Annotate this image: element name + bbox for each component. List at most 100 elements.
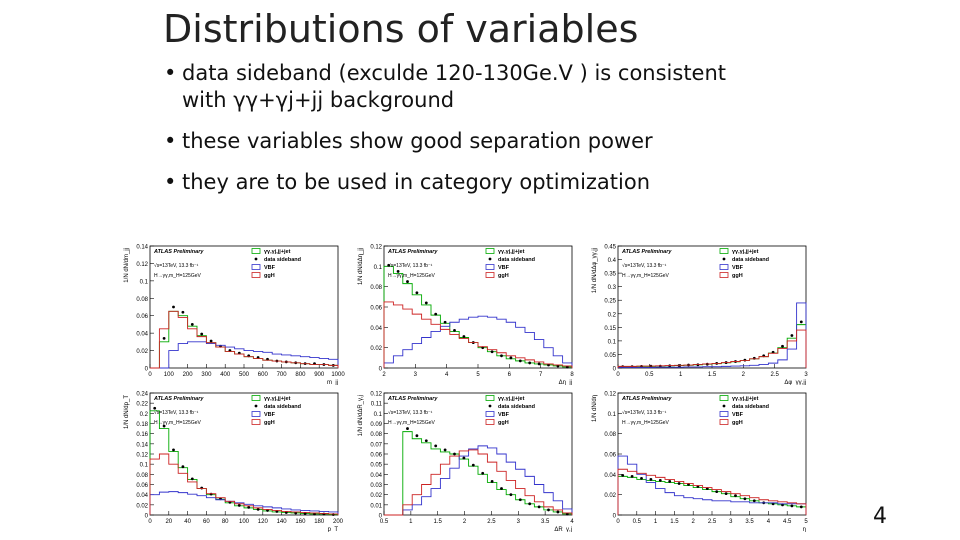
x-tick-label: 800	[295, 372, 306, 378]
y-tick-label: 0.04	[604, 473, 616, 479]
atlas-label: ATLAS Preliminary	[153, 396, 204, 402]
y-tick-label: 0.06	[136, 483, 148, 489]
data-point	[509, 356, 513, 360]
data-point	[181, 310, 185, 314]
x-tick-label: 8	[570, 372, 574, 378]
x-tick-label: 2.5	[708, 519, 717, 525]
data-point	[500, 354, 503, 358]
energy-label: √s=13TeV, 13.3 fb⁻¹	[622, 262, 667, 269]
legend-entry: data sideband	[498, 404, 535, 410]
legend-entry: VBF	[498, 265, 510, 271]
y-tick-label: 0.2	[140, 412, 149, 418]
y-tick-label: 0.04	[370, 326, 382, 332]
y-tick-label: 0.1	[374, 412, 383, 418]
data-point	[481, 471, 485, 475]
x-tick-label: 140	[277, 519, 288, 525]
plot-svg: 0 0.05 0.1 0.15 0.2 0.25 0.3 0.35 0.4 0.45 0 0.5 1 1.…	[592, 245, 808, 386]
plot-svg: 0 0.01 0.02 0.03 0.04 0.05 0.06 0.07 0.08 0.09 0.1…	[358, 392, 574, 533]
legend-entry: γγ,γj,jj+jet	[732, 396, 759, 402]
process-label: H→γγ,m_H=125GeV	[622, 420, 669, 426]
x-tick-label: 200	[333, 519, 344, 525]
data-point	[190, 323, 194, 326]
legend-entry: ggH	[264, 273, 275, 279]
y-tick-label: 0.05	[604, 353, 616, 359]
y-tick-label: 0.1	[608, 412, 617, 418]
energy-label: √s=13TeV, 13.3 fb⁻¹	[622, 409, 667, 416]
energy-label: √s=13TeV, 13.3 fb⁻¹	[388, 262, 433, 269]
legend-entry: VBF	[732, 265, 744, 271]
x-tick-label: 500	[239, 372, 250, 378]
x-tick-label: 0	[148, 372, 152, 378]
y-tick-label: 0.12	[370, 392, 382, 398]
data-point	[443, 320, 447, 324]
bullet-text: they are to be used in category optimiza…	[182, 170, 651, 194]
process-label: H→γγ,m_H=125GeV	[388, 420, 435, 426]
x-tick-label: 1000	[331, 372, 345, 378]
series-line-2	[150, 341, 339, 369]
legend-entry: ggH	[264, 420, 275, 426]
x-tick-label: 100	[164, 372, 175, 378]
legend-entry: ggH	[732, 273, 743, 279]
legend-marker	[488, 404, 492, 408]
series-line-3	[384, 449, 573, 516]
data-point	[752, 499, 756, 503]
y-tick-label: 0.1	[140, 463, 149, 469]
x-tick-label: 80	[222, 519, 229, 525]
y-tick-label: 0.05	[370, 463, 382, 469]
y-tick-label: 0.02	[370, 346, 382, 352]
legend-entry: data sideband	[498, 257, 535, 263]
legend-marker	[251, 411, 261, 417]
x-tick-label: 4	[570, 519, 574, 525]
y-tick-label: 0.08	[136, 297, 148, 303]
x-tick-label: 300	[201, 372, 212, 378]
x-tick-label: 1.5	[670, 519, 679, 525]
y-tick-label: 0.3	[608, 285, 617, 291]
page-number: 4	[873, 504, 887, 529]
atlas-label: ATLAS Preliminary	[621, 249, 672, 255]
data-point	[434, 312, 438, 316]
y-tick-label: 0.24	[136, 392, 148, 398]
y-tick-label: 0.02	[604, 493, 616, 499]
x-tick-label: 2	[382, 372, 386, 378]
y-tick-label: 0.08	[136, 473, 148, 479]
data-point	[518, 498, 522, 502]
y-tick-label: 0.08	[370, 285, 382, 291]
data-point	[640, 477, 643, 480]
y-tick-label: 0.06	[604, 453, 616, 459]
y-tick-label: 0.08	[370, 432, 382, 438]
legend-marker	[722, 257, 726, 261]
x-tick-label: 2	[463, 519, 467, 525]
x-tick-label: 7	[539, 372, 543, 378]
data-point	[209, 492, 213, 496]
series-line-3	[150, 310, 339, 369]
legend-marker	[719, 395, 729, 401]
data-point	[799, 320, 803, 324]
atlas-label: ATLAS Preliminary	[621, 396, 672, 402]
series-line-3	[149, 453, 339, 515]
series-line-2	[383, 315, 573, 368]
data-point	[406, 427, 409, 430]
y-tick-label: 0	[379, 514, 383, 520]
legend-marker	[251, 264, 261, 270]
legend-marker	[485, 264, 495, 270]
x-tick-label: 60	[203, 519, 210, 525]
bullet-item: data sideband (exculde 120-130Ge.V ) is …	[162, 60, 782, 114]
y-tick-label: 0.1	[608, 339, 617, 345]
data-point	[658, 479, 662, 482]
plot-dphi: 0 0.05 0.1 0.15 0.2 0.25 0.3 0.35 0.4 0.45 0 0.5 1 1.…	[588, 240, 814, 386]
x-tick-label: 700	[277, 372, 288, 378]
plot-svg: 0 0.02 0.04 0.06 0.08 0.1 0.12 0 0.5 1 1.5 2 2.5 3 3.5…	[592, 392, 808, 533]
legend-marker	[485, 395, 495, 401]
data-point	[677, 482, 681, 485]
data-point	[790, 334, 794, 337]
atlas-label: ATLAS Preliminary	[153, 249, 204, 255]
data-point	[453, 328, 456, 332]
data-point	[424, 439, 428, 443]
legend-marker	[722, 404, 726, 408]
y-tick-label: 0.12	[136, 262, 148, 268]
data-point	[153, 406, 157, 410]
legend-entry: data sideband	[264, 257, 301, 263]
legend-marker	[485, 411, 495, 417]
data-point	[724, 492, 728, 496]
y-tick-label: 0.02	[136, 503, 148, 509]
